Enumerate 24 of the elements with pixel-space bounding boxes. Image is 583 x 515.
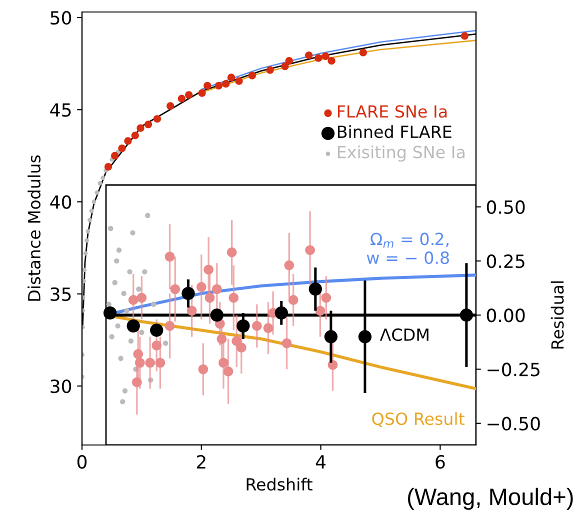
series-label: Ω$_{m}$ = 0.2, w = − 0.8 xyxy=(366,232,449,264)
legend-label: Binned FLARE xyxy=(338,125,452,138)
series-label: QSO Result xyxy=(372,412,464,427)
legend-label: Exisiting SNe Ia xyxy=(338,145,464,162)
y-tick-label: 30 xyxy=(50,379,72,394)
x-tick-label: 0 xyxy=(77,455,87,469)
y-axis-title: Distance Modulus xyxy=(28,155,41,301)
y2-tick-label: 0.25 xyxy=(486,254,524,268)
y2-tick-label: −0.25 xyxy=(488,362,540,376)
x-tick-label: 2 xyxy=(196,455,206,468)
x-tick-label: 6 xyxy=(436,455,445,469)
y-tick-label: 40 xyxy=(50,195,72,209)
series-label: ΛCDM xyxy=(380,328,428,341)
y2-tick-label: −0.50 xyxy=(488,416,540,430)
y-tick-label: 50 xyxy=(50,10,72,25)
x-tick-label: 4 xyxy=(316,455,326,468)
y2-tick-label: 0.50 xyxy=(486,200,525,214)
y-tick-label: 45 xyxy=(50,103,71,117)
x-axis-title: Redshift xyxy=(246,478,312,491)
legend-label: FLARE SNe Ia xyxy=(338,105,447,118)
y-tick-label: 35 xyxy=(50,287,71,302)
text: (Wang, Mould+) xyxy=(408,488,573,510)
y2-tick-label: 0.00 xyxy=(486,308,525,322)
y2-axis-title: Residual xyxy=(550,281,564,349)
